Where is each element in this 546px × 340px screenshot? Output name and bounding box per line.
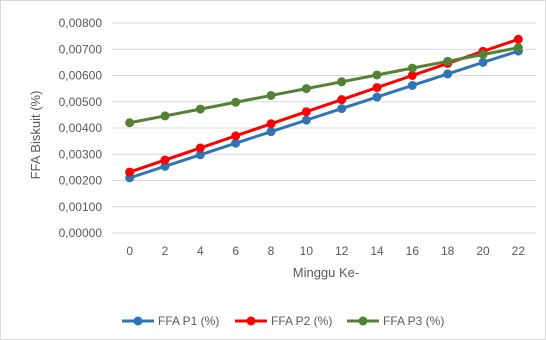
x-tick-label: 22 xyxy=(512,244,526,258)
data-point xyxy=(337,77,347,87)
x-tick-label: 16 xyxy=(406,244,420,258)
data-point xyxy=(125,118,135,128)
data-point xyxy=(160,155,170,165)
data-point xyxy=(407,71,417,80)
data-point xyxy=(443,69,453,79)
data-point xyxy=(266,90,276,100)
data-point xyxy=(372,83,382,93)
data-point xyxy=(337,104,347,114)
legend-item: FFA P2 (%) xyxy=(235,314,332,328)
series-line xyxy=(129,46,519,125)
series-lines xyxy=(125,34,523,183)
data-point xyxy=(407,63,417,73)
data-point xyxy=(443,56,453,66)
x-tick-label: 20 xyxy=(476,244,490,258)
data-point xyxy=(407,80,417,90)
x-axis-title: Minggu Ke- xyxy=(293,265,359,280)
data-point xyxy=(337,95,347,105)
data-point xyxy=(266,119,276,129)
data-point xyxy=(478,57,488,67)
y-tick-label: 0,00200 xyxy=(59,174,103,188)
x-tick-label: 14 xyxy=(370,244,384,258)
data-point xyxy=(195,104,205,114)
legend-label: FFA P2 (%) xyxy=(271,314,332,328)
y-tick-label: 0,00400 xyxy=(59,121,103,135)
series-3 xyxy=(125,43,523,128)
x-axis-ticks: 0 2 4 6 8 10 12 14 16 18 20 22 xyxy=(126,244,525,258)
y-tick-label: 0,00300 xyxy=(59,147,103,161)
data-point xyxy=(301,107,311,117)
x-tick-label: 6 xyxy=(232,244,239,258)
y-axis-ticks: 0,00000 0,00100 0,00200 0,00300 0,00400 0,005… xyxy=(59,16,103,240)
y-axis-title: FFA Biskuit (%) xyxy=(28,91,43,180)
y-tick-label: 0,00100 xyxy=(59,200,103,214)
data-point xyxy=(513,43,523,53)
y-tick-label: 0,00500 xyxy=(59,95,103,109)
x-tick-label: 18 xyxy=(441,244,455,258)
data-point xyxy=(372,92,382,102)
legend-marker xyxy=(246,316,256,326)
data-point xyxy=(478,50,488,59)
grid-lines xyxy=(112,22,536,234)
x-tick-label: 8 xyxy=(268,244,275,258)
legend-marker xyxy=(133,316,143,326)
y-tick-label: 0,00600 xyxy=(59,69,103,83)
data-point xyxy=(195,143,205,153)
data-point xyxy=(372,70,382,80)
series-line xyxy=(129,49,519,180)
data-point xyxy=(125,167,135,177)
y-tick-label: 0,00800 xyxy=(59,16,103,30)
data-point xyxy=(513,34,523,44)
series-2 xyxy=(125,34,523,177)
data-point xyxy=(160,111,170,121)
legend-item: FFA P3 (%) xyxy=(347,314,444,328)
data-point xyxy=(301,84,311,94)
y-tick-label: 0,00700 xyxy=(59,42,103,56)
legend-item: FFA P1 (%) xyxy=(122,314,219,328)
series-1 xyxy=(125,46,523,183)
x-tick-label: 0 xyxy=(126,244,133,258)
data-point xyxy=(231,138,241,148)
legend-label: FFA P1 (%) xyxy=(158,314,219,328)
legend-marker xyxy=(358,316,368,326)
data-point xyxy=(160,161,170,171)
x-tick-label: 2 xyxy=(162,244,169,258)
legend-label: FFA P3 (%) xyxy=(383,314,444,328)
legend: FFA P1 (%) FFA P2 (%) FFA P3 (%) xyxy=(122,314,444,328)
x-tick-label: 10 xyxy=(300,244,314,258)
x-tick-label: 4 xyxy=(197,244,204,258)
data-point xyxy=(231,131,241,141)
y-tick-label: 0,00000 xyxy=(59,226,103,240)
data-point xyxy=(231,97,241,107)
data-point xyxy=(301,115,311,125)
x-tick-label: 12 xyxy=(335,244,349,258)
data-point xyxy=(195,150,205,160)
data-point xyxy=(266,127,276,137)
